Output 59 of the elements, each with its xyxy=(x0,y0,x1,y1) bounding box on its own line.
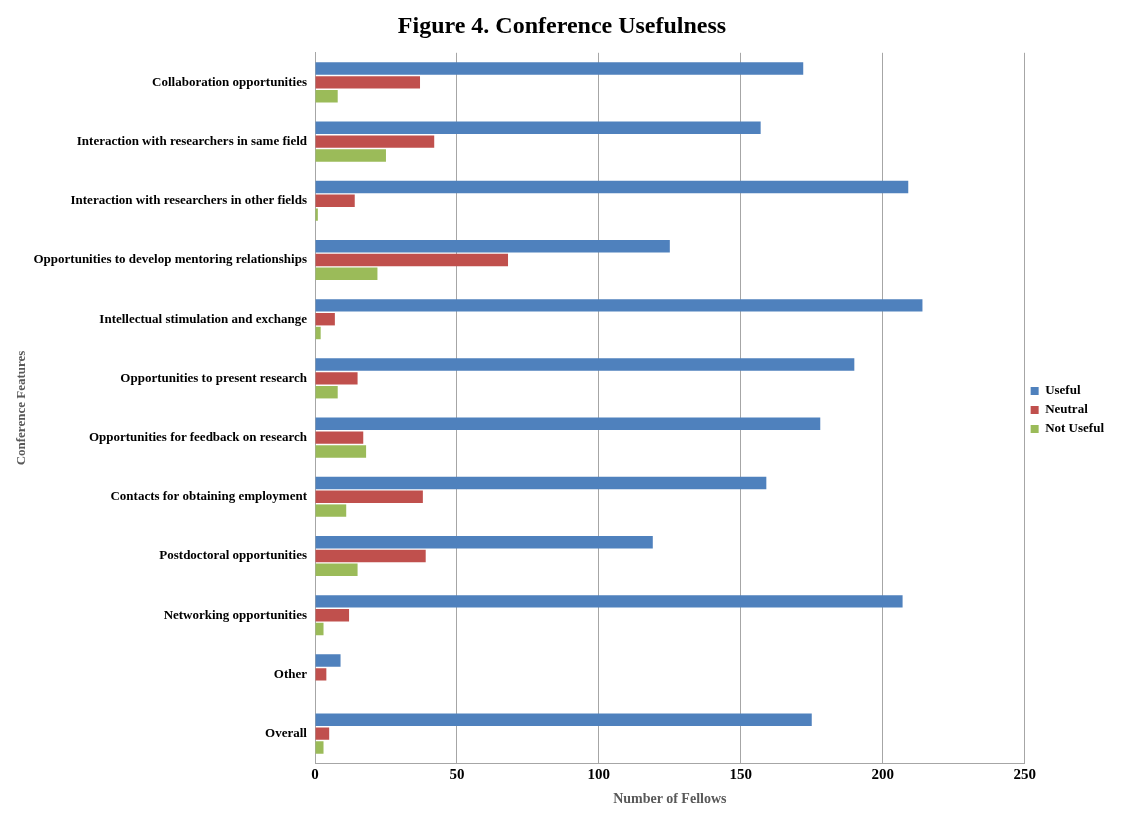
bar xyxy=(315,654,341,667)
bar xyxy=(315,180,909,194)
y-tick-label: Collaboration opportunities xyxy=(152,73,307,89)
y-tick-label: Interaction with researchers in same field xyxy=(76,132,308,148)
bar xyxy=(315,372,358,385)
legend-label: Useful xyxy=(1045,382,1081,398)
bar xyxy=(315,608,350,622)
chart-title: Figure 4. Conference Usefulness xyxy=(397,11,727,38)
y-tick-label: Opportunities to present research xyxy=(120,369,308,385)
y-tick-label: Opportunities for feedback on research xyxy=(88,428,308,444)
x-tick-label: 200 xyxy=(871,766,894,783)
bar xyxy=(315,208,318,221)
bar xyxy=(315,563,358,577)
x-tick-label: 0 xyxy=(311,766,319,783)
bar xyxy=(315,668,327,681)
bar xyxy=(315,267,378,281)
bar xyxy=(315,476,767,490)
bar xyxy=(315,90,338,103)
bar xyxy=(315,431,364,444)
y-axis-title: Conference Features xyxy=(13,350,29,466)
x-tick-label: 250 xyxy=(1013,766,1036,783)
bar xyxy=(315,299,923,312)
y-tick-label: Interaction with researchers in other fields xyxy=(70,192,307,208)
y-tick-label: Opportunities to develop mentoring relationships xyxy=(33,251,307,267)
x-tick-label: 100 xyxy=(587,766,611,783)
bar xyxy=(315,312,335,326)
y-tick-label: Contacts for obtaining employment xyxy=(110,488,308,504)
y-tick-label: Postdoctoral opportunities xyxy=(159,547,307,563)
bar xyxy=(315,595,903,608)
bar xyxy=(315,149,386,162)
bar xyxy=(315,358,855,371)
bar xyxy=(315,326,321,340)
bar xyxy=(315,622,324,636)
x-tick-label: 150 xyxy=(729,766,753,783)
bar xyxy=(315,194,355,208)
bar xyxy=(315,253,509,267)
bar xyxy=(315,121,761,134)
bar xyxy=(315,727,330,740)
bar xyxy=(315,239,670,253)
bar xyxy=(315,386,338,399)
y-tick-label: Other xyxy=(273,665,308,681)
x-axis-title: Number of Fellows xyxy=(613,791,728,807)
bar xyxy=(315,713,812,726)
bar xyxy=(315,549,426,563)
x-tick-label: 50 xyxy=(449,766,465,783)
y-tick-label: Overall xyxy=(265,724,308,740)
bar xyxy=(315,741,324,754)
bar xyxy=(315,76,421,89)
y-tick-label: Intellectual stimulation and exchange xyxy=(99,310,308,326)
bar xyxy=(315,62,804,75)
bar xyxy=(315,445,367,458)
bar xyxy=(315,417,821,430)
bar xyxy=(315,490,423,504)
bar xyxy=(315,535,653,549)
legend-label: Neutral xyxy=(1045,401,1089,417)
bar xyxy=(315,135,435,148)
bar xyxy=(315,504,347,517)
legend-label: Not Useful xyxy=(1045,420,1105,436)
y-tick-label: Networking opportunities xyxy=(163,606,307,622)
